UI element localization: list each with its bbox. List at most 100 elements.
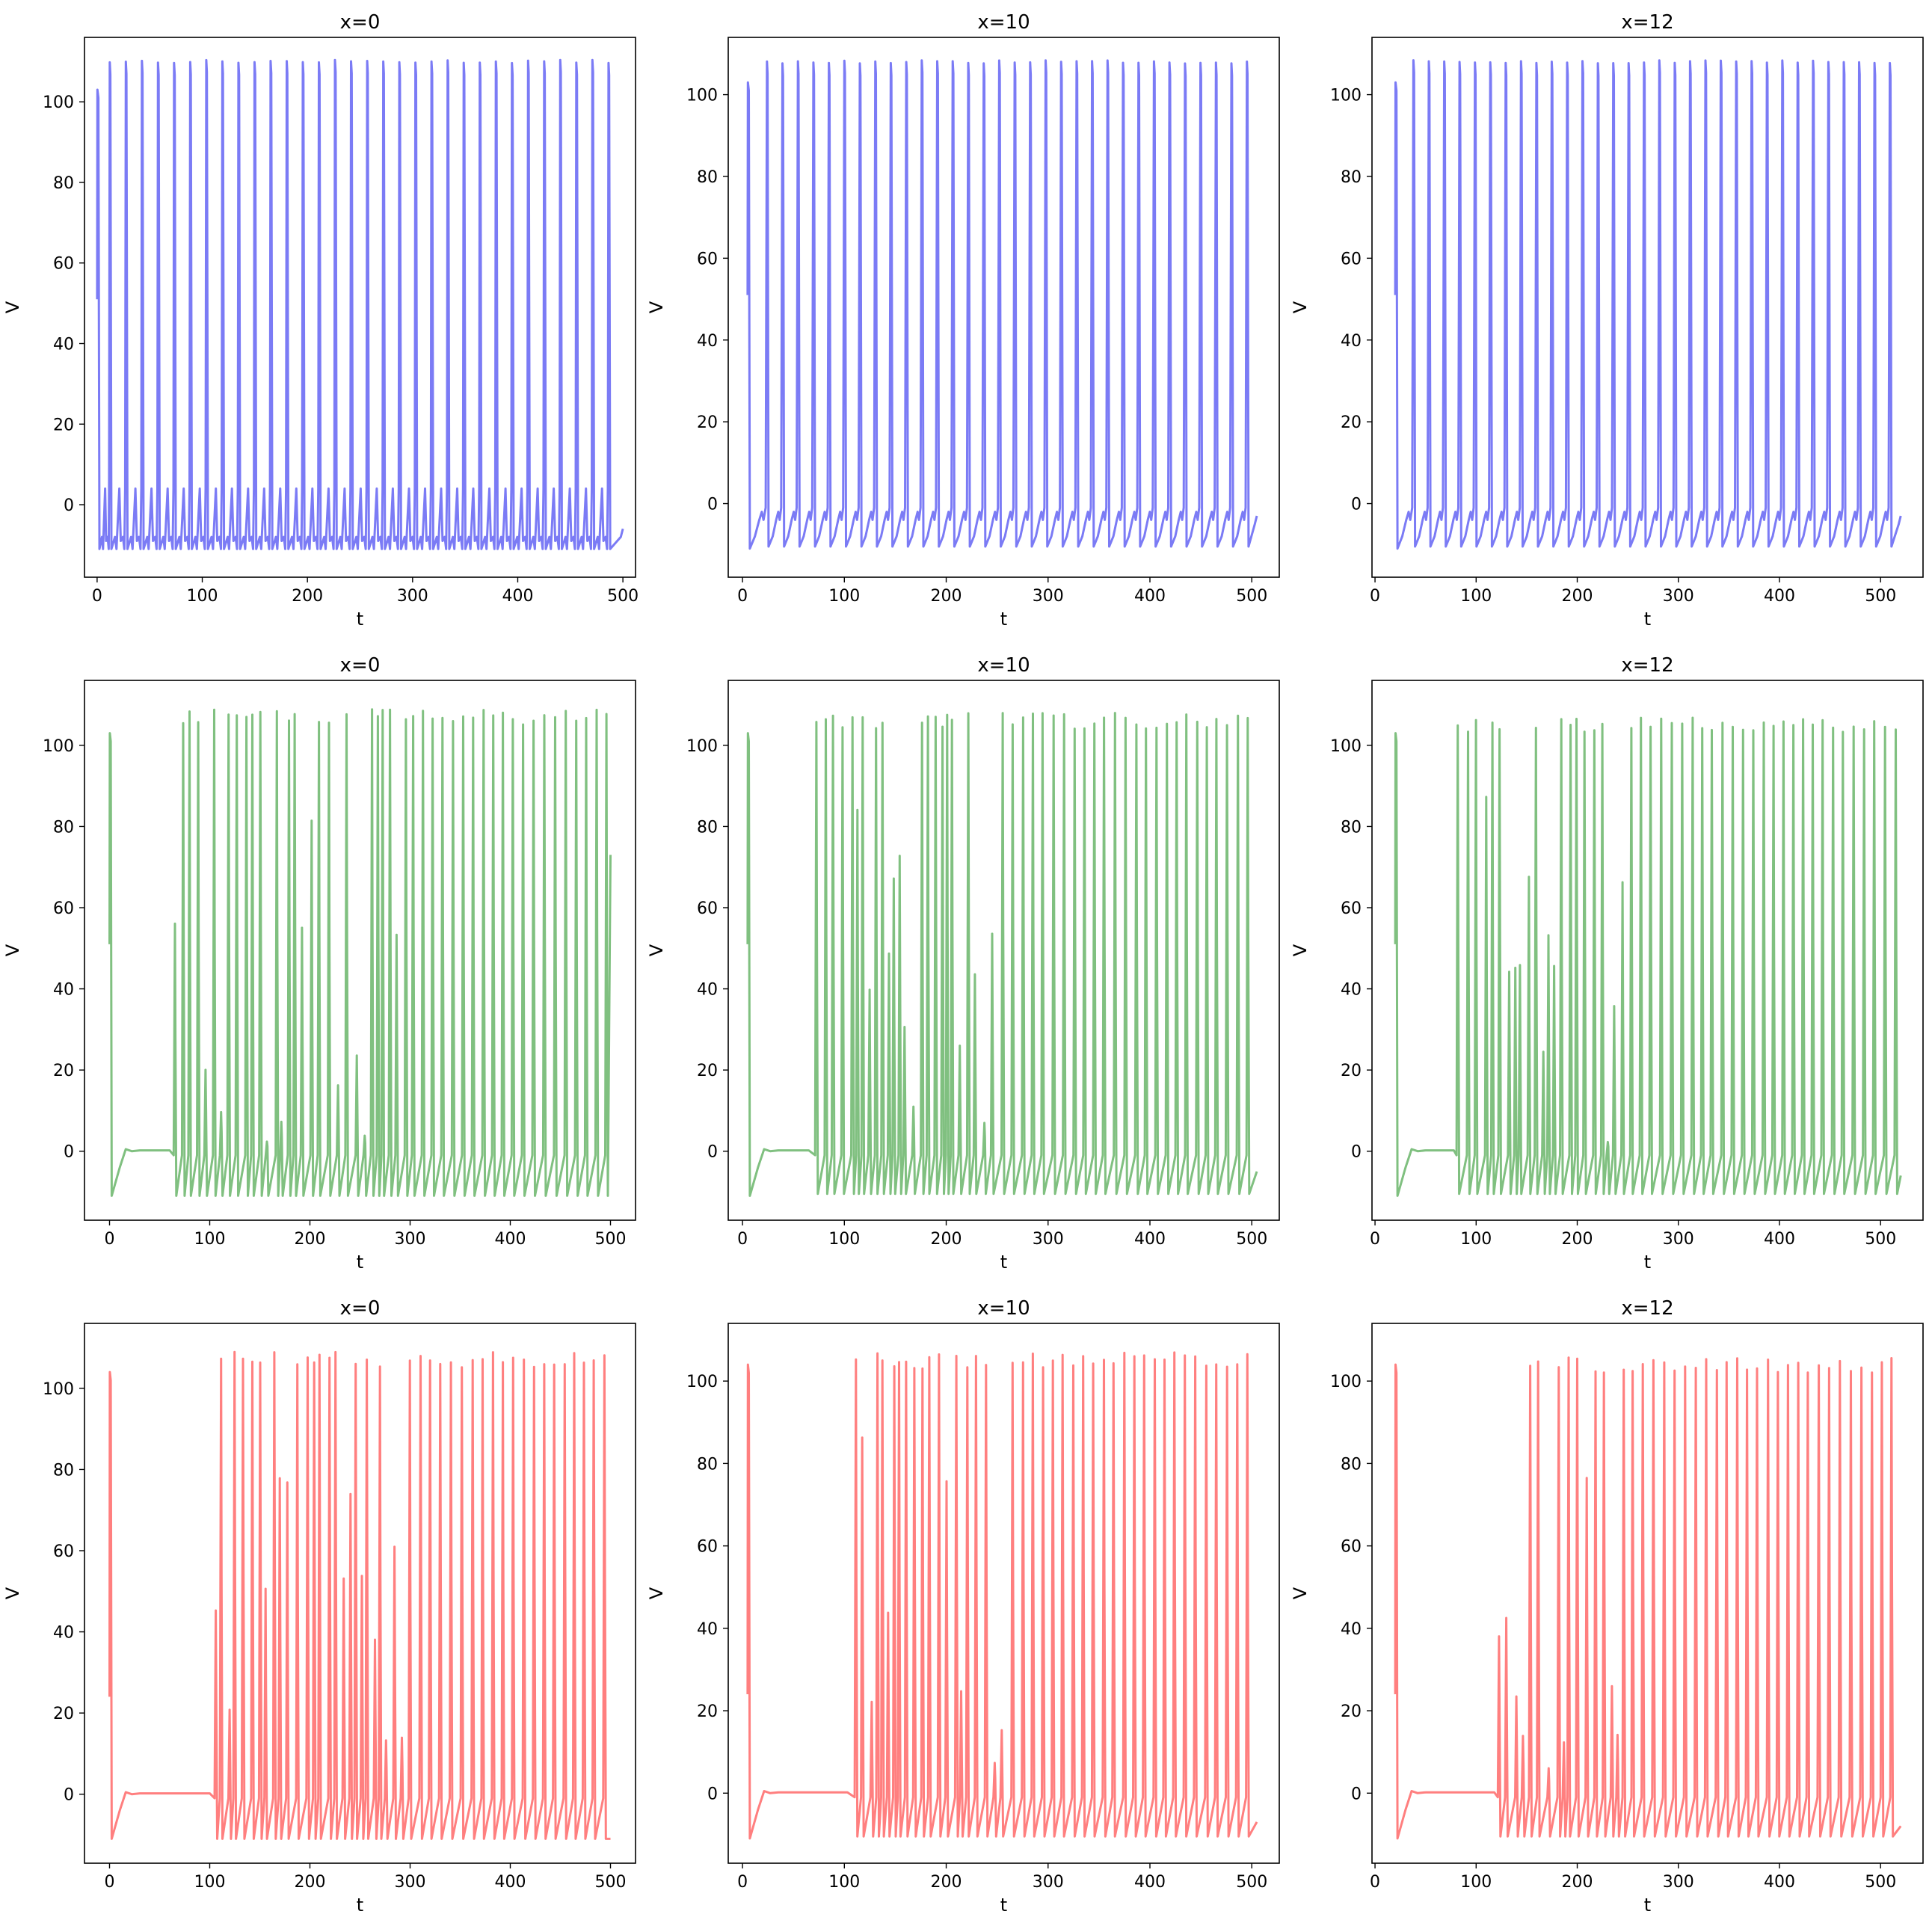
y-axis-label: V [646, 944, 667, 956]
series-line [1394, 1356, 1902, 1840]
y-tick-label: 60 [53, 1542, 74, 1561]
x-axis-label: t [357, 1895, 363, 1916]
subplot-4: 0 100 200 300 400 500 0 20 40 60 80 100 x=0 t V [2, 654, 636, 1273]
y-tick-label: 80 [697, 1455, 718, 1474]
y-axis-label: V [1290, 301, 1311, 313]
x-tick-label: 400 [502, 587, 533, 606]
y-tick-label: 100 [1330, 737, 1362, 756]
x-tick-label: 100 [194, 1230, 226, 1249]
y-tick-label: 20 [53, 416, 74, 434]
y-tick-label: 60 [53, 255, 74, 274]
series-line [746, 1351, 1258, 1840]
x-tick-label: 300 [1663, 587, 1694, 606]
subplot-title: x=0 [340, 11, 381, 34]
y-tick-label: 20 [1341, 413, 1362, 432]
x-tick-label: 200 [1562, 1873, 1593, 1892]
x-tick-label: 500 [1865, 1230, 1896, 1249]
y-tick-label: 40 [1341, 332, 1362, 351]
x-tick-label: 400 [495, 1230, 526, 1249]
x-tick-label: 500 [607, 587, 639, 606]
subplot-9: 0 100 200 300 400 500 0 20 40 60 80 100 x=12 t V [1290, 1297, 1924, 1916]
y-tick-label: 60 [1341, 1538, 1362, 1557]
y-tick-label: 80 [53, 174, 74, 193]
x-tick-label: 200 [1562, 587, 1593, 606]
x-tick-label: 500 [1236, 587, 1267, 606]
subplot-title: x=10 [977, 1297, 1030, 1320]
subplot-title: x=10 [977, 654, 1030, 677]
x-tick-label: 200 [931, 1873, 962, 1892]
x-tick-label: 400 [1764, 587, 1795, 606]
y-axis-label: V [646, 1587, 667, 1599]
x-tick-label: 100 [828, 587, 860, 606]
x-tick-label: 100 [828, 1230, 860, 1249]
x-tick-label: 0 [105, 1230, 115, 1249]
axes-frame [727, 1323, 1280, 1864]
series-line [746, 59, 1258, 550]
subplot-2: 0 100 200 300 400 500 0 20 40 60 80 100 x=10 t V [646, 11, 1280, 630]
subplot-title: x=0 [340, 654, 381, 677]
x-tick-label: 200 [931, 1230, 962, 1249]
y-tick-label: 80 [1341, 168, 1362, 187]
x-tick-label: 0 [1370, 587, 1380, 606]
series-line [1394, 716, 1902, 1197]
y-tick-label: 20 [53, 1705, 74, 1723]
x-tick-label: 400 [1134, 1230, 1166, 1249]
y-tick-label: 40 [1341, 981, 1362, 1000]
x-axis-label: t [1644, 1252, 1651, 1273]
y-tick-label: 0 [707, 496, 718, 514]
y-tick-label: 0 [64, 496, 74, 515]
subplot-title: x=10 [977, 11, 1030, 34]
y-axis-label: V [1290, 944, 1311, 956]
y-tick-label: 60 [53, 899, 74, 918]
y-tick-label: 100 [1330, 87, 1362, 105]
x-axis-label: t [1644, 1895, 1651, 1916]
y-tick-label: 80 [1341, 1455, 1362, 1474]
x-tick-label: 200 [292, 587, 323, 606]
axes-frame [727, 680, 1280, 1221]
y-tick-label: 100 [686, 87, 718, 105]
x-tick-label: 200 [295, 1230, 326, 1249]
x-tick-label: 300 [1033, 587, 1064, 606]
y-tick-label: 40 [53, 335, 74, 354]
y-tick-label: 20 [697, 413, 718, 432]
subplot-6: 0 100 200 300 400 500 0 20 40 60 80 100 x=12 t V [1290, 654, 1924, 1273]
x-tick-label: 300 [395, 1230, 426, 1249]
x-tick-label: 500 [1236, 1230, 1267, 1249]
axes-frame [1371, 1323, 1924, 1864]
subplot-3: 0 100 200 300 400 500 0 20 40 60 80 100 x=12 t V [1290, 11, 1924, 630]
x-tick-label: 500 [1865, 1873, 1896, 1892]
y-tick-label: 0 [707, 1785, 718, 1803]
x-tick-label: 400 [1764, 1230, 1795, 1249]
y-tick-label: 100 [43, 737, 74, 756]
y-tick-label: 20 [697, 1062, 718, 1080]
x-tick-label: 200 [931, 587, 962, 606]
x-tick-label: 0 [105, 1873, 115, 1892]
y-tick-label: 60 [697, 1538, 718, 1557]
y-tick-label: 100 [1330, 1373, 1362, 1391]
y-axis-label: V [1290, 1587, 1311, 1599]
x-tick-label: 400 [1764, 1873, 1795, 1892]
x-tick-label: 500 [595, 1230, 627, 1249]
y-tick-label: 40 [53, 981, 74, 1000]
subplot-title: x=12 [1621, 654, 1673, 677]
y-tick-label: 0 [64, 1786, 74, 1805]
y-tick-label: 40 [1341, 1620, 1362, 1639]
series-line [1394, 59, 1902, 550]
y-tick-label: 0 [64, 1143, 74, 1162]
y-tick-label: 20 [1341, 1062, 1362, 1080]
y-tick-label: 40 [697, 332, 718, 351]
y-tick-label: 100 [43, 93, 74, 112]
x-tick-label: 100 [1460, 1873, 1492, 1892]
y-axis-label: V [2, 301, 23, 313]
series-line [108, 708, 612, 1197]
y-tick-label: 40 [697, 981, 718, 1000]
y-tick-label: 60 [1341, 250, 1362, 268]
x-tick-label: 100 [1460, 1230, 1492, 1249]
x-tick-label: 100 [187, 587, 218, 606]
y-tick-label: 80 [53, 1461, 74, 1480]
x-tick-label: 0 [737, 587, 748, 606]
series-line [96, 58, 624, 550]
y-tick-label: 0 [1351, 1785, 1362, 1803]
y-tick-label: 80 [697, 168, 718, 187]
